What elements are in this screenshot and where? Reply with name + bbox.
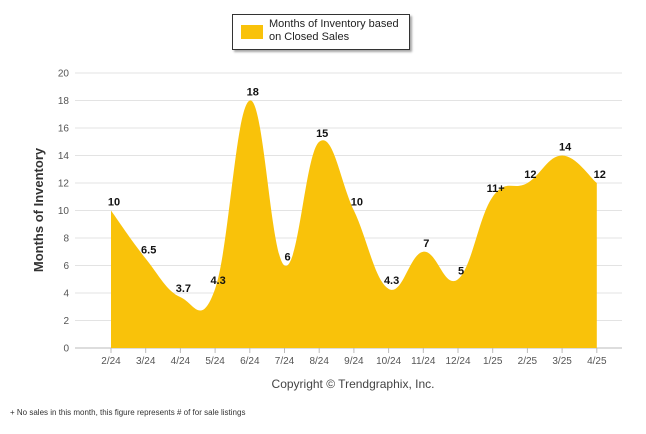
data-label: 5: [458, 265, 464, 277]
x-axis-ticks: 2/24 3/24 4/24 5/24 6/24 7/24 8/24 9/24 10/24 11/…: [101, 348, 607, 367]
x-tick-label: 1/25: [483, 356, 503, 367]
data-label: 15: [316, 128, 328, 140]
x-tick-label: 12/24: [445, 356, 470, 367]
legend: Months of Inventory based on Closed Sale…: [232, 14, 410, 50]
y-tick-label: 12: [58, 179, 70, 190]
y-axis-ticks: 0 2 4 6 8 10 12 14 16 18 20: [58, 69, 70, 355]
x-tick-label: 2/24: [101, 356, 121, 367]
x-tick-label: 3/25: [552, 356, 572, 367]
data-label: 4.3: [210, 275, 225, 287]
x-tick-label: 6/24: [240, 356, 260, 367]
data-label: 7: [423, 238, 429, 250]
data-label: 10: [108, 197, 120, 209]
y-tick-label: 18: [58, 96, 70, 107]
data-label: 14: [559, 142, 572, 154]
x-tick-label: 2/25: [518, 356, 538, 367]
data-label: 3.7: [176, 283, 191, 295]
data-labels: 10 6.5 3.7 4.3 18 6 15 10 4.3 7 5 11+ 12 14 12: [108, 87, 606, 296]
x-tick-label: 3/24: [136, 356, 156, 367]
y-axis-label: Months of Inventory: [31, 147, 46, 272]
y-tick-label: 16: [58, 124, 70, 135]
data-label: 6: [284, 252, 290, 264]
y-tick-label: 10: [58, 206, 70, 217]
copyright-credit: Copyright © Trendgraphix, Inc.: [271, 377, 435, 391]
y-tick-label: 4: [63, 289, 69, 300]
data-label: 11+: [487, 183, 505, 195]
y-tick-label: 6: [63, 261, 69, 272]
data-label: 6.5: [141, 245, 156, 257]
x-tick-label: 11/24: [411, 356, 436, 367]
x-tick-label: 4/24: [171, 356, 191, 367]
legend-swatch: [241, 25, 263, 39]
data-label: 4.3: [384, 275, 399, 287]
series-area: [111, 100, 597, 348]
x-tick-label: 4/25: [587, 356, 607, 367]
x-tick-label: 9/24: [344, 356, 364, 367]
data-label: 10: [351, 197, 363, 209]
x-tick-label: 10/24: [376, 356, 401, 367]
footnote: + No sales in this month, this figure re…: [10, 408, 246, 417]
x-tick-label: 7/24: [275, 356, 295, 367]
y-tick-label: 0: [63, 344, 69, 355]
y-tick-label: 20: [58, 69, 70, 80]
y-tick-label: 2: [63, 316, 69, 327]
x-tick-label: 8/24: [309, 356, 329, 367]
y-tick-label: 8: [63, 234, 69, 245]
legend-label: Months of Inventory based on Closed Sale…: [269, 18, 399, 43]
data-label: 12: [594, 169, 606, 181]
y-tick-label: 14: [58, 151, 70, 162]
data-label: 12: [524, 169, 536, 181]
data-label: 18: [247, 87, 259, 99]
x-tick-label: 5/24: [205, 356, 225, 367]
